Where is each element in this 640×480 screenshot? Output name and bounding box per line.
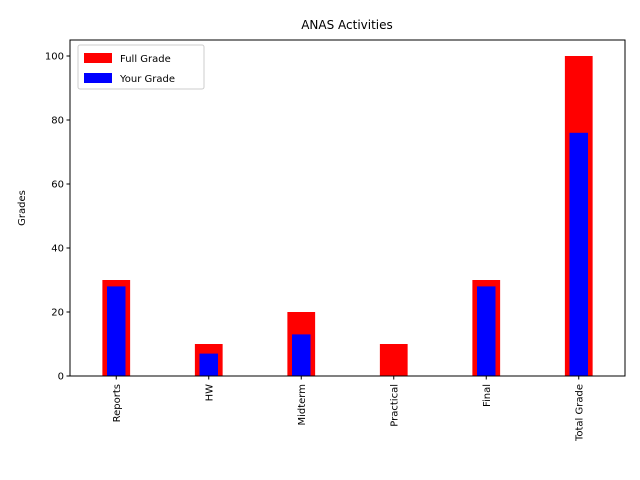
y-axis-label: Grades <box>17 190 28 226</box>
bar-your-grade-midterm <box>292 334 311 376</box>
x-tick-label: HW <box>204 384 215 402</box>
legend-label: Your Grade <box>119 74 175 85</box>
x-tick-label: Reports <box>112 384 123 422</box>
x-tick-label: Final <box>482 384 493 407</box>
bar-your-grade-reports <box>107 286 126 376</box>
bar-your-grade-final <box>477 286 496 376</box>
legend-swatch <box>84 73 112 83</box>
x-tick-label: Midterm <box>297 384 308 426</box>
chart-title: ANAS Activities <box>301 18 393 32</box>
y-tick-label: 100 <box>45 52 64 63</box>
legend: Full Grade Your Grade <box>77 44 205 90</box>
legend-label: Full Grade <box>120 54 171 65</box>
legend-swatch <box>84 53 112 63</box>
bar-your-grade-hw <box>199 353 218 376</box>
x-tick-label: Total Grade <box>574 384 585 442</box>
bar-your-grade-total-grade <box>569 132 588 376</box>
bar-full-grade-practical <box>379 344 408 376</box>
plot-frame <box>69 39 626 377</box>
y-axis-ticks: 0 20 40 60 80 100 <box>45 52 70 383</box>
x-axis-ticks: Reports HW Midterm Practical Final Total Grad… <box>112 376 585 442</box>
x-tick-label: Practical <box>389 384 400 427</box>
y-tick-label: 60 <box>51 180 64 191</box>
bars-group <box>102 56 593 376</box>
y-tick-label: 20 <box>51 308 64 319</box>
y-tick-label: 80 <box>51 116 64 127</box>
y-tick-label: 40 <box>51 244 64 255</box>
y-tick-label: 0 <box>58 372 64 383</box>
